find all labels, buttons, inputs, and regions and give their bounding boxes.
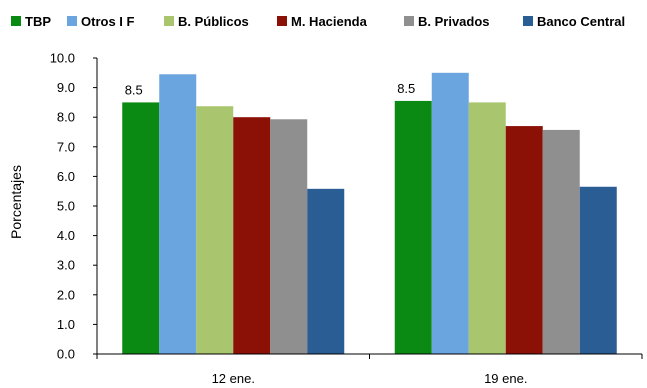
legend-label-1: Otros I F <box>81 14 135 29</box>
legend-label-5: Banco Central <box>537 14 625 29</box>
bar-0-1 <box>159 74 197 354</box>
bar-1-0 <box>394 100 432 354</box>
legend-swatch-3 <box>277 16 287 26</box>
y-tick-label-8: 8.0 <box>57 110 75 125</box>
bar-0-2 <box>196 106 234 354</box>
y-tick-label-10: 10.0 <box>50 51 75 66</box>
bar-0-4 <box>270 119 308 354</box>
x-category-label-0: 12 ene. <box>212 371 255 386</box>
y-tick-label-9: 9.0 <box>57 80 75 95</box>
y-tick-label-7: 7.0 <box>57 139 75 154</box>
legend-label-4: B. Privados <box>418 14 490 29</box>
bar-1-4 <box>542 129 580 354</box>
y-tick-label-1: 1.0 <box>57 317 75 332</box>
bars <box>122 72 617 355</box>
data-label-1-0: 8.5 <box>397 81 415 96</box>
y-tick-label-4: 4.0 <box>57 228 75 243</box>
x-axis-categories: 12 ene. 19 ene. <box>212 371 528 386</box>
x-category-label-1: 19 ene. <box>484 371 527 386</box>
data-labels: 8.5 8.5 <box>125 81 416 97</box>
legend-swatch-1 <box>67 16 77 26</box>
y-axis-label: Porcentajes <box>8 165 24 239</box>
bar-1-2 <box>468 102 506 355</box>
bar-1-1 <box>431 72 469 355</box>
legend-label-0: TBP <box>25 14 51 29</box>
bar-0-3 <box>233 117 271 354</box>
y-tick-label-0: 0.0 <box>57 347 75 362</box>
bar-1-5 <box>579 186 617 354</box>
y-axis-ticks: 0.0 1.0 2.0 3.0 4.0 5.0 6.0 7.0 8.0 9.0 10.0 <box>50 51 97 362</box>
bar-1-3 <box>505 126 543 354</box>
bar-0-0 <box>122 102 160 355</box>
legend-swatch-5 <box>523 16 533 26</box>
legend-label-2: B. Públicos <box>178 14 249 29</box>
y-tick-label-6: 6.0 <box>57 169 75 184</box>
y-tick-label-5: 5.0 <box>57 199 75 214</box>
bar-0-5 <box>307 188 345 354</box>
legend: TBP Otros I F B. Públicos M. Hacienda B. Pri… <box>11 14 625 29</box>
legend-swatch-4 <box>404 16 414 26</box>
data-label-0-0: 8.5 <box>125 82 143 97</box>
y-tick-label-2: 2.0 <box>57 287 75 302</box>
y-tick-label-3: 3.0 <box>57 258 75 273</box>
axes <box>96 58 643 359</box>
legend-swatch-0 <box>11 16 21 26</box>
legend-swatch-2 <box>164 16 174 26</box>
legend-label-3: M. Hacienda <box>291 14 368 29</box>
